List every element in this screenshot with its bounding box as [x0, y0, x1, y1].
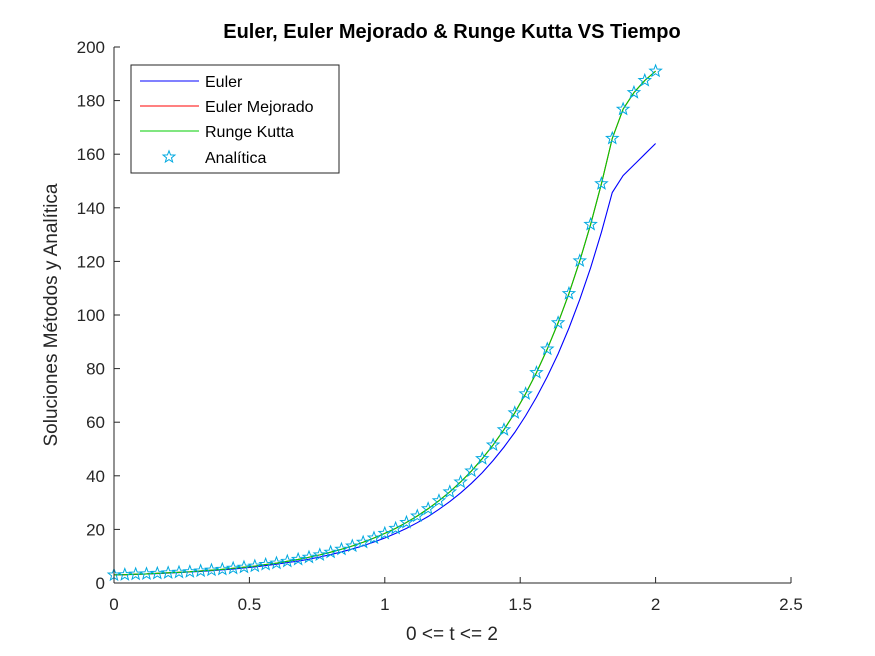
x-axis-ticks: 0 0.5 1 1.5 2 2.5 [109, 577, 803, 614]
series-analitica-point [366, 530, 382, 545]
series-analitica-point [312, 547, 328, 562]
series-analitica-point [236, 559, 252, 574]
series-analitica-point [572, 253, 588, 268]
series-analitica-point [496, 422, 512, 436]
series-analitica-point [561, 285, 577, 300]
y-tick-label: 40 [86, 467, 105, 486]
series-analitica-point [507, 405, 523, 419]
series-analitica-point [334, 541, 349, 556]
series-analitica-point [215, 561, 230, 576]
series-analitica-point [377, 525, 393, 540]
x-axis-label: 0 <= t <= 2 [406, 624, 498, 645]
series-analitica-point [193, 563, 208, 578]
y-tick-label: 0 [96, 574, 105, 593]
series-analitica-point [225, 560, 241, 575]
series-analitica-point [150, 565, 165, 580]
y-tick-label: 100 [77, 306, 105, 325]
series-analitica-point [626, 84, 642, 99]
y-tick-label: 160 [77, 145, 105, 164]
y-tick-label: 20 [86, 520, 105, 539]
series-analitica-point [269, 555, 284, 570]
series-analitica-point [637, 72, 653, 87]
y-tick-label: 200 [77, 38, 105, 57]
series-analitica-point [594, 176, 609, 190]
y-tick-label: 60 [86, 413, 105, 432]
series-analitica-point [182, 564, 198, 578]
y-axis-label: Soluciones Métodos y Analítica [41, 183, 62, 446]
legend-euler-mejorado-label: Euler Mejorado [205, 99, 314, 116]
series-analitica-point [160, 565, 176, 579]
y-tick-label: 80 [86, 360, 105, 379]
series-analitica-point [605, 130, 620, 145]
x-tick-label: 1 [380, 595, 389, 614]
series-analitica-point [464, 463, 479, 478]
legend-analitica-label: Analítica [205, 150, 266, 167]
series-analitica-point [388, 520, 403, 535]
series-analitica-point [139, 566, 154, 581]
series-analitica-point [431, 493, 447, 507]
y-tick-label: 140 [77, 199, 105, 218]
series-analitica-point [410, 508, 425, 523]
y-tick-label: 120 [77, 252, 105, 271]
legend-euler-label: Euler [205, 74, 243, 91]
x-tick-label: 2 [651, 595, 660, 614]
series-analitica-point [550, 315, 566, 329]
series-analitica-point [247, 558, 263, 573]
legend: Euler Euler Mejorado Runge Kutta Analíti… [130, 64, 340, 174]
x-tick-label: 2.5 [779, 595, 803, 614]
series-analitica-point [475, 451, 490, 465]
series-analitica-point [583, 216, 598, 231]
series-analitica-point [485, 437, 501, 452]
y-axis-ticks: 0 20 40 60 80 100 120 140 160 180 200 [77, 38, 120, 593]
series-analitica-point [301, 549, 317, 564]
x-tick-label: 0.5 [238, 595, 262, 614]
series-analitica-point [345, 538, 360, 553]
series-analitica-point [171, 564, 187, 579]
series-analitica-point [615, 101, 631, 116]
series-analitica-point [529, 364, 544, 379]
legend-analitica-star-icon [161, 149, 177, 164]
series-analitica-point [323, 544, 338, 559]
series-analitica-point [442, 484, 458, 499]
series-analitica-point [648, 63, 663, 78]
series-analitica-point [204, 562, 219, 577]
series-analitica-point [518, 386, 533, 400]
series-analitica-point [420, 501, 436, 515]
series-layer [106, 63, 663, 582]
series-analitica-point [355, 534, 371, 549]
series-analitica-point [540, 341, 555, 356]
series-analitica-point [453, 474, 468, 489]
series-analitica-point [280, 553, 295, 568]
chart-title: Euler, Euler Mejorado & Runge Kutta VS T… [223, 21, 680, 43]
x-tick-label: 1.5 [508, 595, 532, 614]
series-analitica-point [399, 514, 414, 529]
x-tick-label: 0 [109, 595, 118, 614]
y-tick-label: 180 [77, 92, 105, 111]
series-analitica-point [258, 556, 273, 571]
series-analitica-point [290, 551, 306, 566]
series-analitica-point [117, 567, 133, 581]
legend-runge-kutta-label: Runge Kutta [205, 124, 294, 141]
